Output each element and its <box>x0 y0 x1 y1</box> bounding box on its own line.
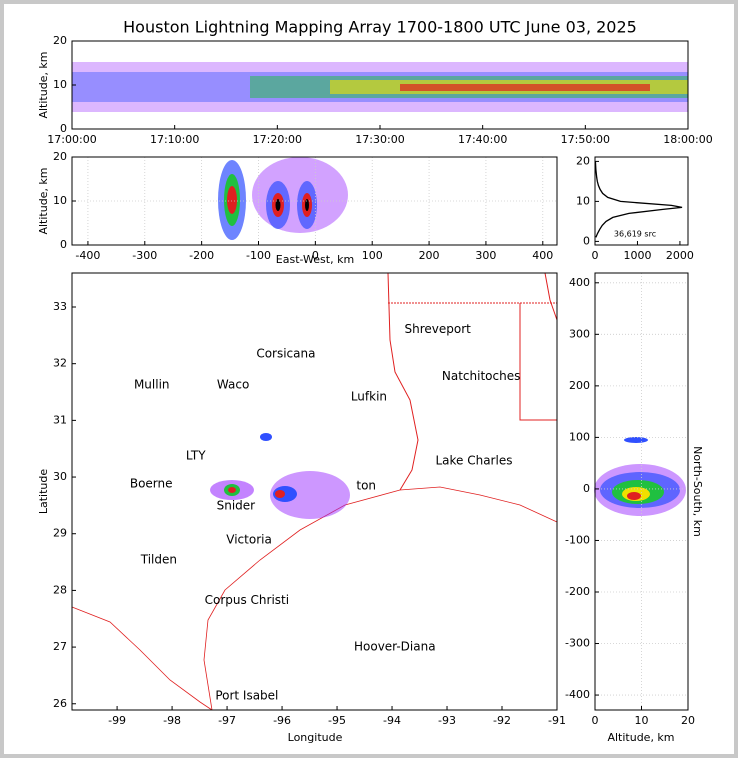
y-tick-label: 100 <box>569 430 590 443</box>
y-tick-label: -100 <box>565 533 590 546</box>
y-tick-label: 20 <box>53 34 67 47</box>
chart-title: Houston Lightning Mapping Array 1700-180… <box>123 18 637 37</box>
place-label: Snider <box>217 498 256 512</box>
x-tick-label: 300 <box>475 249 496 262</box>
place-label: Hoover-Diana <box>354 640 436 654</box>
y-tick-label: 10 <box>53 194 67 207</box>
y-tick-label: 26 <box>53 697 67 710</box>
x-tick-label: 18:00:00 <box>663 133 712 146</box>
y-tick-label: -200 <box>565 585 590 598</box>
x-tick-label: 2000 <box>666 249 694 262</box>
place-label: Natchitoches <box>442 369 520 383</box>
y-tick-label: 28 <box>53 583 67 596</box>
y-tick-label: -400 <box>565 688 590 701</box>
y-tick-label: -300 <box>565 637 590 650</box>
x-tick-label: -96 <box>273 714 291 727</box>
place-label: LTY <box>186 449 206 463</box>
x-tick-label: -200 <box>189 249 214 262</box>
x-tick-label: 17:00:00 <box>47 133 96 146</box>
y-tick-label: 31 <box>53 413 67 426</box>
y-tick-label: 10 <box>576 194 590 207</box>
x-axis-label: Longitude <box>288 731 343 744</box>
place-label: Waco <box>217 378 249 392</box>
y-axis-label: North-South, km <box>691 446 704 537</box>
x-tick-label: -400 <box>75 249 100 262</box>
x-tick-label: 17:40:00 <box>458 133 507 146</box>
x-tick-label: -92 <box>493 714 511 727</box>
x-tick-label: 10 <box>635 714 649 727</box>
y-axis-label: Altitude, km <box>37 51 50 118</box>
x-tick-label: 200 <box>419 249 440 262</box>
x-tick-label: 20 <box>681 714 695 727</box>
x-tick-label: -94 <box>383 714 401 727</box>
x-tick-label: -95 <box>328 714 346 727</box>
x-tick-label: 400 <box>532 249 553 262</box>
y-tick-label: 0 <box>60 122 67 135</box>
x-tick-label: 100 <box>362 249 383 262</box>
place-label: Lufkin <box>351 390 387 404</box>
plot-frame <box>71 40 689 130</box>
y-tick-label: 29 <box>53 527 67 540</box>
place-label: Victoria <box>226 532 272 546</box>
profile-line <box>594 161 683 238</box>
y-tick-label: 10 <box>53 78 67 91</box>
x-tick-label: 17:30:00 <box>355 133 404 146</box>
x-axis-label: East-West, km <box>276 253 354 266</box>
y-tick-label: 20 <box>53 150 67 163</box>
y-tick-label: 200 <box>569 379 590 392</box>
place-label: Port Isabel <box>215 688 278 702</box>
annotation: 36,619 src <box>614 230 656 239</box>
plot-frame <box>594 272 689 711</box>
x-tick-label: -98 <box>163 714 181 727</box>
plot-frame <box>71 156 558 246</box>
y-tick-label: 0 <box>583 234 590 247</box>
y-tick-label: 20 <box>576 154 590 167</box>
x-tick-label: 0 <box>592 249 599 262</box>
x-tick-label: -100 <box>246 249 271 262</box>
place-label: Tilden <box>140 552 177 566</box>
place-label: Mullin <box>134 378 170 392</box>
place-label: Lake Charles <box>435 454 512 468</box>
x-tick-label: 17:10:00 <box>150 133 199 146</box>
y-tick-label: 30 <box>53 470 67 483</box>
y-axis-label: Altitude, km <box>37 167 50 234</box>
x-tick-label: 1000 <box>623 249 651 262</box>
decor <box>71 62 688 711</box>
x-tick-label: -91 <box>548 714 566 727</box>
place-label: Corpus Christi <box>205 593 290 607</box>
y-tick-label: 0 <box>60 238 67 251</box>
y-tick-label: 33 <box>53 300 67 313</box>
plot-frame <box>594 156 689 246</box>
place-label: Corsicana <box>256 347 315 361</box>
x-tick-label: -97 <box>218 714 236 727</box>
x-tick-label: -99 <box>108 714 126 727</box>
y-tick-label: 32 <box>53 357 67 370</box>
plot-frame <box>71 272 558 711</box>
x-tick-label: -300 <box>132 249 157 262</box>
x-tick-label: 0 <box>312 249 319 262</box>
x-tick-label: 0 <box>592 714 599 727</box>
y-tick-label: 400 <box>569 276 590 289</box>
y-tick-label: 27 <box>53 640 67 653</box>
x-tick-label: 17:50:00 <box>561 133 610 146</box>
place-label: Boerne <box>130 476 173 490</box>
y-tick-label: 300 <box>569 327 590 340</box>
x-axis-label: Altitude, km <box>607 731 674 744</box>
place-label: Shreveport <box>404 322 471 336</box>
x-tick-label: -93 <box>438 714 456 727</box>
x-tick-label: 17:20:00 <box>253 133 302 146</box>
y-axis-label: Latitude <box>37 469 50 515</box>
place-label: ton <box>356 479 376 493</box>
y-tick-label: 0 <box>583 482 590 495</box>
